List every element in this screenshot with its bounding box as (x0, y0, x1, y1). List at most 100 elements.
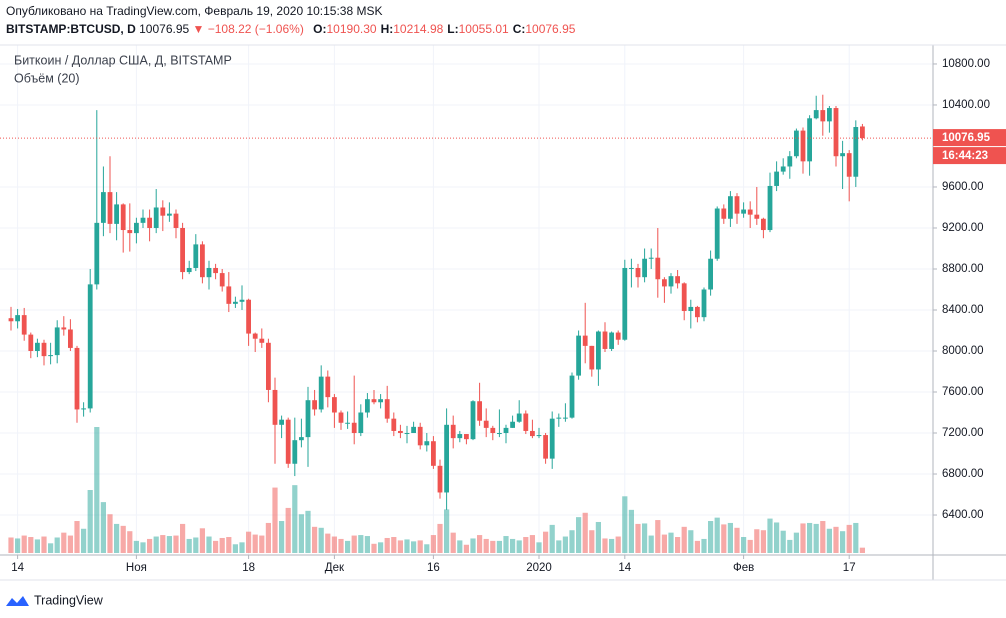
candle-body (464, 434, 469, 440)
volume-bar (312, 526, 318, 553)
candle-body (734, 196, 740, 214)
y-tick-label: 10800.00 (942, 58, 990, 70)
candle-body (167, 213, 172, 216)
volume-bar (140, 542, 146, 553)
volume-bar (807, 522, 813, 553)
y-tick-label: 6800.00 (942, 468, 984, 480)
candle-body (160, 207, 166, 216)
volume-bar (404, 539, 410, 553)
volume-bar (741, 537, 747, 553)
volume-bar (859, 547, 865, 553)
candle-body (728, 196, 733, 219)
volume-bar (127, 531, 133, 553)
candle-body (8, 318, 14, 322)
volume-bar (206, 536, 212, 553)
candle-body (21, 315, 27, 335)
candle-body (147, 217, 152, 228)
volume-bar (477, 535, 483, 553)
candle-body (259, 338, 265, 343)
x-tick-label: 2020 (526, 562, 552, 574)
candle-body (503, 427, 509, 434)
volume-bar (549, 524, 555, 553)
y-tick-label: 8400.00 (942, 304, 984, 316)
volume-bar (582, 512, 588, 553)
candle-body (536, 435, 542, 437)
volume-bar (496, 540, 502, 553)
volume-bar (450, 532, 456, 553)
candle-body (285, 419, 291, 464)
candle-body (424, 441, 430, 446)
y-tick-label: 10400.00 (942, 99, 990, 111)
candle-body (714, 208, 720, 259)
candle-body (668, 276, 674, 287)
ohlc-value: 10055.01 (459, 22, 509, 36)
volume-bar (661, 534, 667, 553)
volume-bar (595, 521, 601, 553)
y-tick-label: 8000.00 (942, 345, 984, 357)
candle-body (681, 283, 687, 312)
candle-body (800, 130, 806, 162)
volume-bar (754, 529, 760, 553)
volume-bar (74, 521, 80, 553)
x-tick-label: 14 (11, 562, 24, 574)
candle-body (318, 376, 324, 410)
volume-bar (648, 535, 654, 553)
candle-body (820, 110, 826, 122)
candle-body (846, 153, 852, 177)
candle-body (114, 204, 119, 224)
plot-area (0, 45, 933, 555)
candle-body (589, 345, 595, 370)
volume-bar (523, 537, 529, 553)
candle-body (767, 185, 773, 231)
candle-body (549, 418, 555, 459)
candle-body (41, 342, 47, 357)
candle-body (246, 299, 251, 334)
candle-body (635, 267, 641, 278)
candle-body (602, 331, 608, 349)
volume-bar (279, 521, 285, 553)
volume-bar (8, 537, 14, 553)
volume-bar (67, 535, 73, 553)
candle-body (582, 335, 588, 346)
volume-bar (411, 541, 417, 553)
candle-body (219, 273, 225, 287)
candle-body (358, 412, 364, 434)
candle-body (695, 306, 700, 318)
volume-bar (120, 525, 126, 553)
volume-bar (721, 524, 727, 553)
volume-bar (615, 536, 621, 553)
candle-body (615, 332, 621, 340)
volume-bar (378, 542, 384, 553)
volume-bar (298, 514, 304, 553)
volume-bar (397, 540, 403, 553)
last-price-label: 10076.95 (942, 132, 991, 144)
candle-body (81, 408, 86, 410)
ohlc-key: L: (447, 22, 458, 36)
candle-body (609, 332, 614, 349)
candle-body (338, 412, 344, 423)
volume-bar (820, 521, 826, 553)
countdown-box (933, 147, 1006, 165)
volume-bar (675, 537, 681, 553)
volume-bar (642, 523, 648, 553)
volume-bar (767, 518, 773, 553)
candle-body (754, 214, 760, 219)
volume-bar (226, 537, 232, 553)
volume-bar (536, 542, 542, 553)
candle-body (662, 279, 667, 287)
candle-body (688, 306, 694, 312)
last-price: 10076.95 (139, 22, 189, 36)
volume-bar (708, 521, 714, 553)
candle-body (35, 342, 40, 351)
candle-body (741, 209, 746, 214)
volume-bar (800, 523, 806, 553)
candle-body (384, 399, 390, 419)
x-tick-label: Дек (325, 562, 345, 574)
candle-body (576, 335, 581, 376)
candle-body (153, 207, 159, 228)
candle-body (675, 276, 680, 284)
volume-bar (21, 535, 27, 553)
candle-body (173, 213, 179, 228)
volume-bar (747, 539, 753, 553)
